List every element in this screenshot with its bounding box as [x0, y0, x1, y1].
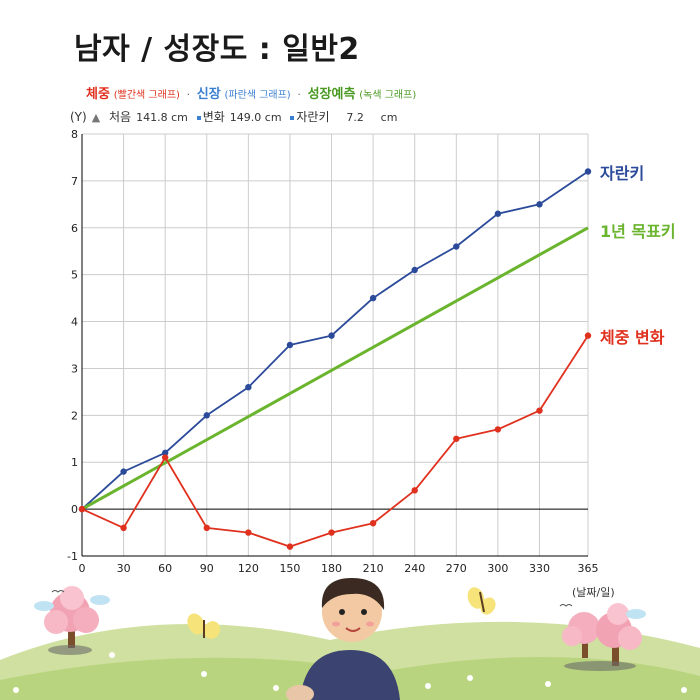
cloud-icon	[626, 609, 646, 619]
data-point-weight	[286, 543, 294, 550]
boy-illustration	[286, 578, 400, 700]
data-point-weight	[411, 487, 418, 494]
data-point-height	[120, 468, 127, 475]
data-point-weight	[203, 524, 210, 532]
y-tick-label: 7	[71, 175, 78, 188]
info-line: (Y) ▲ 처음 141.8 cm 변화 149.0 cm 자란키 7.2 cm	[70, 108, 402, 125]
y-tick-label: 6	[71, 222, 78, 235]
end-label-height: 자란키	[600, 164, 645, 183]
cloud-icon	[34, 601, 54, 611]
butterfly-icon	[467, 587, 496, 615]
data-point-height	[584, 168, 592, 175]
y-tick-label: 0	[71, 503, 78, 516]
x-tick-label: 30	[117, 562, 131, 575]
x-tick-label: 180	[321, 562, 342, 575]
bullet-icon	[196, 115, 201, 120]
y-tick-label: 1	[71, 456, 78, 469]
data-point-height	[245, 384, 252, 391]
axes: 0 30 60 90 120 150 180 210 240 270 300 330 365-10123…	[67, 128, 598, 575]
grid	[81, 133, 589, 557]
legend-forecast: 성장예측	[307, 87, 356, 102]
series-line-target	[81, 226, 589, 511]
butterfly-icon	[187, 613, 221, 639]
first-value: 141.8 cm	[136, 111, 188, 124]
data-point-height	[453, 243, 460, 250]
tree-icon	[44, 586, 99, 655]
data-point-weight	[536, 407, 543, 414]
series	[78, 168, 592, 550]
y-tick-label: -1	[67, 550, 78, 563]
data-point-weight	[369, 519, 377, 527]
data-point-height	[494, 210, 502, 217]
data-point-height	[411, 266, 418, 274]
data-point-height	[328, 332, 335, 339]
legend-height-note: (파란색 그래프)	[224, 90, 291, 101]
end-label-target: 1년 목표키	[600, 222, 676, 241]
tree-icon	[562, 603, 642, 671]
data-point-weight	[494, 426, 502, 433]
y-tick-label: 3	[71, 362, 78, 375]
data-point-weight	[453, 435, 460, 442]
legend-forecast-note: (녹색 그래프)	[359, 90, 417, 101]
data-point-height	[161, 449, 169, 457]
x-tick-label: 270	[446, 562, 467, 575]
bird-icon	[559, 604, 573, 607]
series-line-height	[81, 170, 589, 510]
legend-height: 신장	[196, 87, 221, 102]
legend-separator: ·	[297, 90, 301, 101]
data-point-weight	[78, 505, 86, 513]
x-tick-label: 240	[404, 562, 425, 575]
y-tick-label: 4	[71, 316, 78, 329]
flower-icon	[13, 652, 687, 693]
page-title: 남자 / 성장도 : 일반2	[74, 32, 360, 67]
data-point-weight	[245, 529, 252, 536]
x-tick-label: 60	[158, 562, 172, 575]
data-point-height	[286, 341, 294, 349]
y-tick-label: 8	[71, 128, 78, 141]
data-point-weight	[584, 332, 592, 339]
x-tick-label: 330	[529, 562, 550, 575]
data-point-height	[203, 412, 210, 419]
bullet-icon	[290, 115, 295, 120]
end-label-weight: 체중 변화	[600, 328, 665, 347]
cloud-icon	[90, 595, 110, 605]
change-label: 변화	[196, 110, 225, 124]
legend-separator: ·	[186, 90, 190, 101]
bird-icon	[51, 590, 65, 593]
x-tick-label: 90	[200, 562, 214, 575]
data-point-weight	[328, 529, 335, 536]
data-point-height	[536, 201, 543, 208]
legend-weight-note: (빨간색 그래프)	[113, 90, 180, 101]
growth-value: 7.2	[346, 111, 364, 124]
x-unit-label: (날짜/일)	[572, 586, 615, 599]
x-tick-label: 365	[578, 562, 599, 575]
x-tick-label: 150	[279, 562, 300, 575]
growth-unit: cm	[380, 111, 398, 124]
y-unit-label: (Y)	[70, 110, 87, 124]
y-tick-label: 5	[71, 269, 78, 282]
legend-weight: 체중	[86, 87, 110, 102]
y-tick-label: 2	[71, 409, 78, 422]
data-point-height	[369, 294, 377, 302]
data-point-weight	[161, 454, 169, 461]
growth-label: 자란키	[290, 110, 330, 124]
change-value: 149.0 cm	[229, 111, 282, 124]
first-label: 처음	[109, 110, 132, 124]
legend: 체중 (빨간색 그래프) · 신장 (파란색 그래프) · 성장예측 (녹색 그…	[86, 83, 416, 102]
up-arrow-icon: ▲	[91, 111, 101, 124]
x-tick-label: 0	[79, 562, 86, 575]
x-tick-label: 300	[487, 562, 508, 575]
data-point-weight	[120, 524, 127, 532]
x-tick-label: 210	[363, 562, 384, 575]
x-tick-label: 120	[238, 562, 259, 575]
